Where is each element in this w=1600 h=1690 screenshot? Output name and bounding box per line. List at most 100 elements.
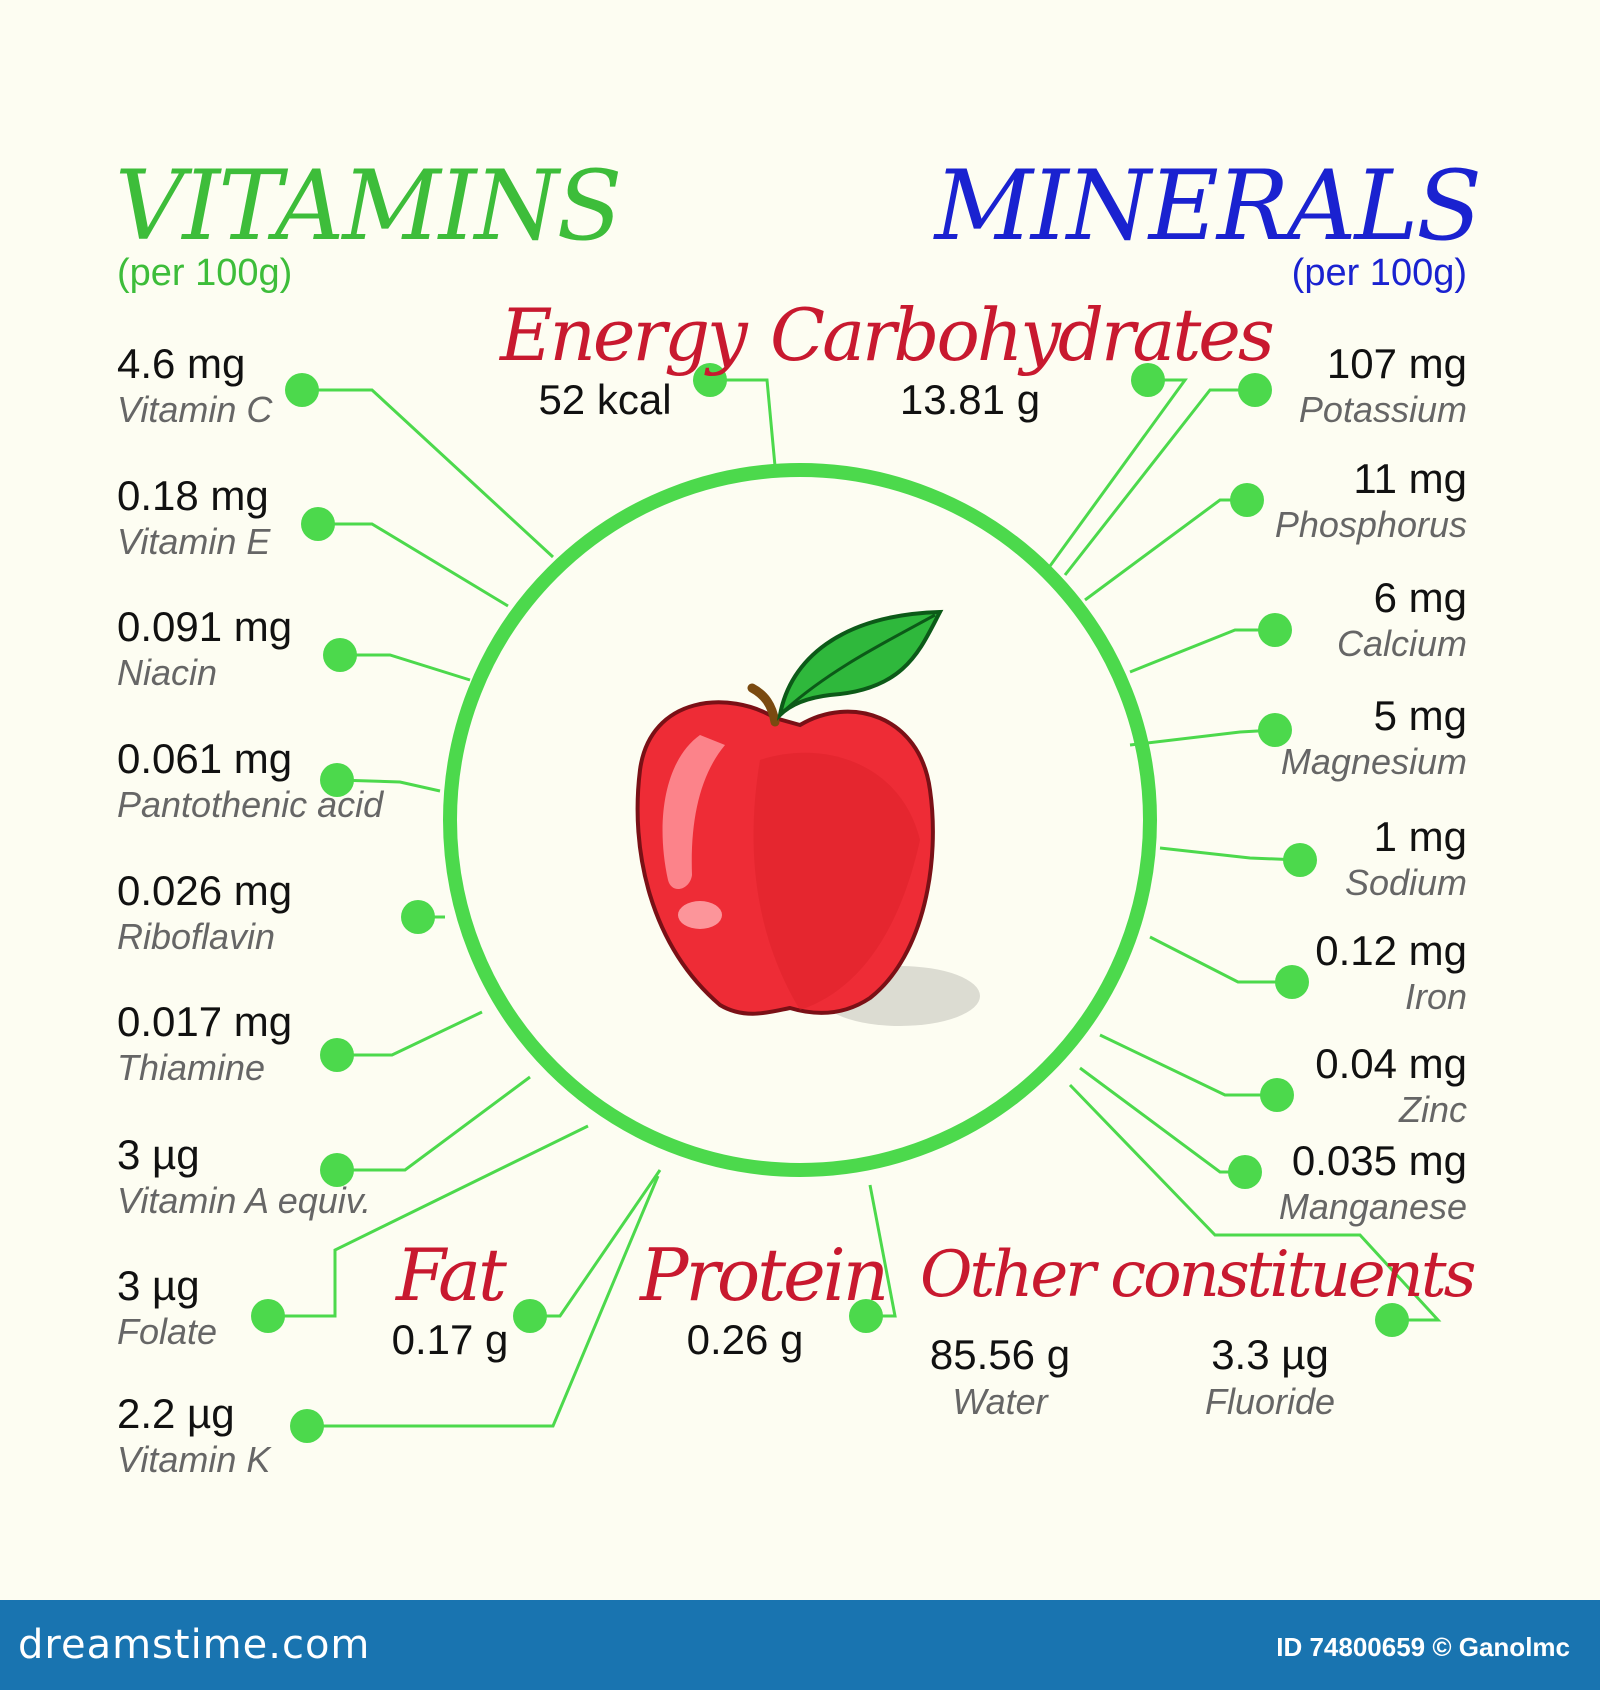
mineral-item: 0.035 mg Manganese	[1279, 1137, 1467, 1229]
minerals-title: MINERALS	[934, 150, 1482, 262]
vitamin-item: 0.091 mg Niacin	[117, 603, 292, 695]
mineral-value: 11 mg	[1353, 455, 1467, 502]
dot-zinc	[1260, 1078, 1294, 1112]
dot-phosphorus	[1230, 483, 1264, 517]
footer-site[interactable]: dreamstime.com	[18, 1622, 371, 1668]
dot-folate	[251, 1299, 285, 1333]
vitamin-name: Vitamin K	[117, 1439, 271, 1480]
connector-layer	[251, 363, 1442, 1443]
mineral-name: Manganese	[1278, 1186, 1467, 1227]
mineral-name: Magnesium	[1280, 741, 1467, 782]
mineral-name: Calcium	[1336, 623, 1467, 664]
dot-niacin	[323, 638, 357, 672]
vitamin-value: 0.091 mg	[117, 603, 293, 650]
mineral-item: 6 mg Calcium	[1337, 574, 1467, 666]
mineral-name: Phosphorus	[1274, 504, 1467, 545]
mineral-value: 0.04 mg	[1315, 1040, 1467, 1087]
energy-title: Energy	[500, 293, 748, 377]
footer-credit: ID 74800659 © Ganolmc	[1276, 1632, 1570, 1662]
dot-riboflavin	[401, 900, 435, 934]
vitamin-name: Riboflavin	[117, 916, 276, 957]
footer-bar: dreamstime.com ID 74800659 © Ganolmc	[0, 1600, 1600, 1690]
dot-manganese	[1228, 1155, 1262, 1189]
other-value: 3.3 µg	[1211, 1331, 1329, 1378]
vitamin-item: 4.6 mg Vitamin C	[117, 340, 272, 432]
dot-magnesium	[1258, 713, 1292, 747]
protein-value: 0.26 g	[686, 1316, 804, 1363]
mineral-value: 107 mg	[1326, 340, 1467, 387]
dot-thiamine	[320, 1038, 354, 1072]
mineral-value: 6 mg	[1373, 574, 1467, 621]
dot-carbohydrates	[1131, 363, 1165, 397]
vitamin-item: 0.061 mg Pantothenic acid	[117, 735, 383, 827]
vitamin-name: Vitamin C	[117, 389, 273, 430]
vitamin-item: 3 µg Vitamin A equiv.	[117, 1131, 371, 1223]
fat-value: 0.17 g	[391, 1316, 509, 1363]
mineral-name: Zinc	[1398, 1089, 1467, 1130]
other-name: Water	[952, 1381, 1048, 1422]
vitamin-value: 0.18 mg	[117, 472, 269, 519]
mineral-name: Sodium	[1344, 862, 1467, 903]
vitamin-name: Vitamin A equiv.	[117, 1180, 372, 1221]
mineral-name: Iron	[1404, 976, 1467, 1017]
energy-block: Energy 52 kcal	[500, 293, 748, 425]
mineral-item: 107 mg Potassium	[1299, 340, 1467, 432]
mineral-item: 5 mg Magnesium	[1281, 692, 1467, 784]
fat-title: Fat	[396, 1233, 507, 1317]
vitamin-item: 3 µg Folate	[117, 1262, 217, 1354]
center-ring	[443, 463, 1157, 1177]
other-value: 85.56 g	[929, 1331, 1071, 1378]
mineral-value: 0.12 mg	[1315, 927, 1467, 974]
dot-energy	[693, 363, 727, 397]
vitamin-name: Pantothenic acid	[117, 784, 384, 825]
dot-vitamin-k	[290, 1409, 324, 1443]
nutrition-infographic: VITAMINS (per 100g) MINERALS (per 100g) …	[115, 150, 1482, 1482]
dot-fat	[513, 1299, 547, 1333]
fat-block: Fat 0.17 g	[370, 1235, 530, 1365]
apple-illustration	[635, 609, 980, 1026]
vitamins-subtitle: (per 100g)	[117, 252, 293, 294]
energy-value: 52 kcal	[538, 376, 672, 423]
vitamin-value: 4.6 mg	[117, 340, 246, 387]
vitamin-item: 0.017 mg Thiamine	[117, 998, 292, 1090]
mineral-item: 0.12 mg Iron	[1315, 927, 1467, 1019]
dot-calcium	[1258, 613, 1292, 647]
vitamin-name: Niacin	[117, 652, 218, 693]
dot-iron	[1275, 965, 1309, 999]
vitamin-name: Thiamine	[117, 1047, 266, 1088]
protein-block: Protein 0.26 g	[640, 1233, 889, 1365]
mineral-item: 11 mg Phosphorus	[1275, 455, 1467, 547]
protein-title: Protein	[640, 1233, 889, 1317]
dot-pantothenic-acid	[320, 763, 354, 797]
mineral-value: 5 mg	[1373, 692, 1467, 739]
mineral-item: 1 mg Sodium	[1345, 813, 1467, 905]
connector-dots	[251, 363, 1409, 1443]
vitamin-value: 0.061 mg	[117, 735, 293, 782]
other-constituents-title: Other constituents	[920, 1238, 1476, 1312]
dot-potassium	[1238, 373, 1272, 407]
vitamin-value: 3 µg	[117, 1131, 200, 1178]
vitamin-item: 2.2 µg Vitamin K	[117, 1390, 270, 1482]
vitamin-value: 0.017 mg	[117, 998, 293, 1045]
vitamin-name: Vitamin E	[117, 521, 271, 562]
vitamins-title: VITAMINS	[115, 150, 622, 262]
carbohydrates-value: 13.81 g	[899, 376, 1041, 423]
vitamin-item: 0.18 mg Vitamin E	[117, 472, 270, 564]
dot-sodium	[1283, 843, 1317, 877]
carbohydrates-title: Carbohydrates	[770, 293, 1275, 377]
minerals-subtitle: (per 100g)	[1291, 252, 1467, 294]
vitamin-value: 2.2 µg	[117, 1390, 235, 1437]
dot-vitamin-a	[320, 1153, 354, 1187]
other-constituents-block: Other constituents	[920, 1235, 1476, 1315]
mineral-value: 0.035 mg	[1291, 1137, 1467, 1184]
other-item: 3.3 µg Fluoride	[1170, 1330, 1370, 1424]
vitamin-value: 0.026 mg	[117, 867, 293, 914]
mineral-value: 1 mg	[1373, 813, 1467, 860]
vitamin-item: 0.026 mg Riboflavin	[117, 867, 292, 959]
vitamin-name: Folate	[117, 1311, 218, 1352]
dot-fluoride	[1375, 1303, 1409, 1337]
mineral-item: 0.04 mg Zinc	[1315, 1040, 1467, 1132]
dot-vitamin-e	[301, 507, 335, 541]
carbohydrates-block: Carbohydrates 13.81 g	[770, 293, 1275, 425]
other-name: Fluoride	[1204, 1381, 1336, 1422]
